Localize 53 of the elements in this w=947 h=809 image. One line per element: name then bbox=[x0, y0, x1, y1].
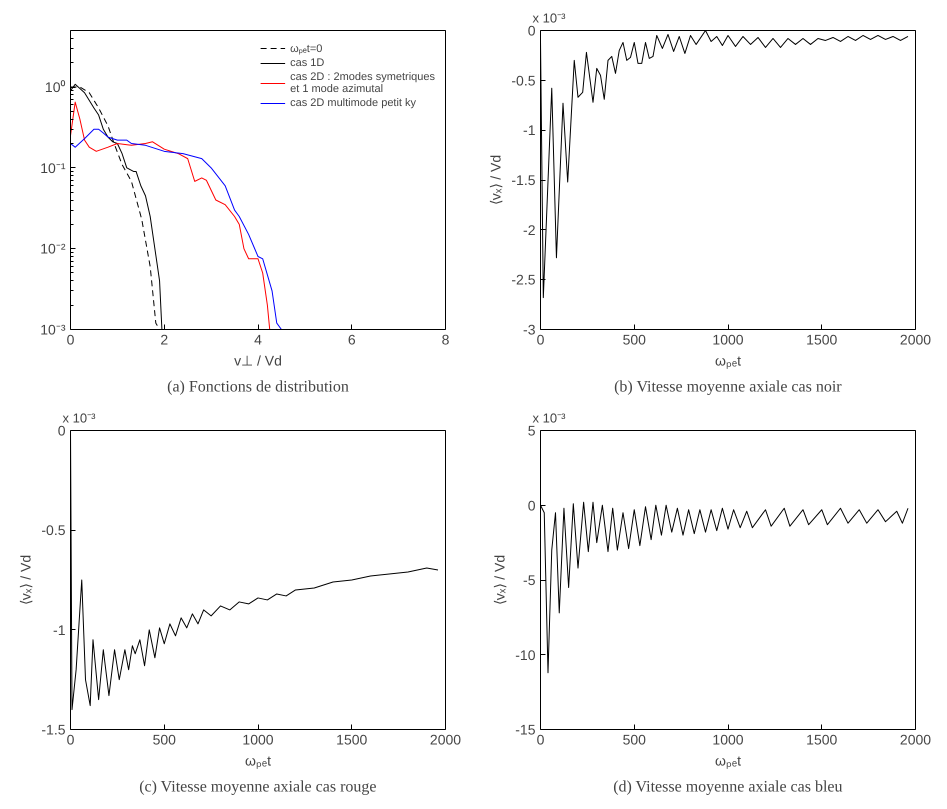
y-tick-label: 10⁻² bbox=[40, 240, 66, 257]
x-tick-label: 8 bbox=[442, 332, 450, 348]
y-tick-label: 10⁰ bbox=[44, 79, 66, 95]
x-tick-label: 6 bbox=[348, 332, 356, 348]
y-tick-label: 10⁻³ bbox=[40, 322, 66, 338]
y-axis-title: ⟨vₓ⟩ / Vd bbox=[17, 554, 34, 606]
y-tick-label: -1.5 bbox=[511, 172, 536, 188]
x-tick-label: 1000 bbox=[712, 332, 744, 348]
x-tick-label: 500 bbox=[622, 332, 646, 348]
y-tick-label: 10⁻¹ bbox=[40, 160, 66, 176]
y-tick-label: -3 bbox=[523, 322, 536, 338]
y-tick-label: -1 bbox=[523, 122, 536, 138]
x-tick-label: 2000 bbox=[430, 732, 462, 748]
y-tick-label: -2 bbox=[523, 222, 536, 238]
text: x 10⁻³ bbox=[62, 410, 96, 426]
y-axis-title: ⟨vₓ⟩ / Vd bbox=[487, 154, 504, 206]
y-tick-label: -0.5 bbox=[511, 72, 536, 88]
y-tick-label: 0 bbox=[528, 497, 536, 514]
y-tick-label: 5 bbox=[528, 422, 536, 438]
x-tick-label: 1500 bbox=[336, 732, 368, 748]
y-tick-label: -0.5 bbox=[41, 522, 66, 538]
x-tick-label: 500 bbox=[152, 732, 176, 748]
legend-label: cas 1D bbox=[290, 57, 324, 69]
x-axis-title: ωₚₑt bbox=[714, 352, 742, 370]
y-tick-label: -1 bbox=[53, 622, 66, 638]
text: x 10⁻³ bbox=[532, 10, 566, 26]
y-tick-label: -5 bbox=[523, 572, 536, 588]
x-tick-label: 500 bbox=[622, 732, 646, 748]
y-tick-label: -15 bbox=[515, 722, 536, 738]
x-tick-label: 4 bbox=[254, 332, 262, 348]
x-axis-title: ωₚₑt bbox=[244, 752, 272, 770]
legend-label: cas 2D multimode petit ky bbox=[290, 97, 416, 109]
text: (d) Vitesse moyenne axiale cas bleu bbox=[613, 778, 843, 796]
x-tick-label: 2000 bbox=[900, 732, 932, 748]
x-tick-label: 1500 bbox=[806, 332, 838, 348]
y-tick-label: 0 bbox=[58, 422, 66, 438]
x-axis-title: v⊥ / Vd bbox=[234, 352, 282, 368]
x-tick-label: 1500 bbox=[806, 732, 838, 748]
text: (a) Fonctions de distribution bbox=[167, 378, 349, 396]
y-tick-label: -2.5 bbox=[511, 272, 536, 288]
y-axis-title: ⟨vₓ⟩ / Vd bbox=[491, 554, 508, 606]
y-tick-label: -10 bbox=[515, 646, 536, 663]
x-tick-label: 2000 bbox=[900, 332, 932, 348]
y-tick-label: -1.5 bbox=[41, 722, 66, 738]
text: x 10⁻³ bbox=[532, 410, 566, 426]
x-axis-title: ωₚₑt bbox=[714, 752, 742, 770]
text: (c) Vitesse moyenne axiale cas rouge bbox=[139, 778, 377, 796]
x-tick-label: 2 bbox=[160, 332, 168, 348]
legend-label: ωₚₑt=0 bbox=[290, 42, 322, 55]
x-tick-label: 1000 bbox=[712, 732, 744, 748]
y-tick-label: 0 bbox=[528, 22, 536, 38]
x-tick-label: 1000 bbox=[242, 732, 274, 748]
text: (b) Vitesse moyenne axiale cas noir bbox=[614, 378, 842, 396]
